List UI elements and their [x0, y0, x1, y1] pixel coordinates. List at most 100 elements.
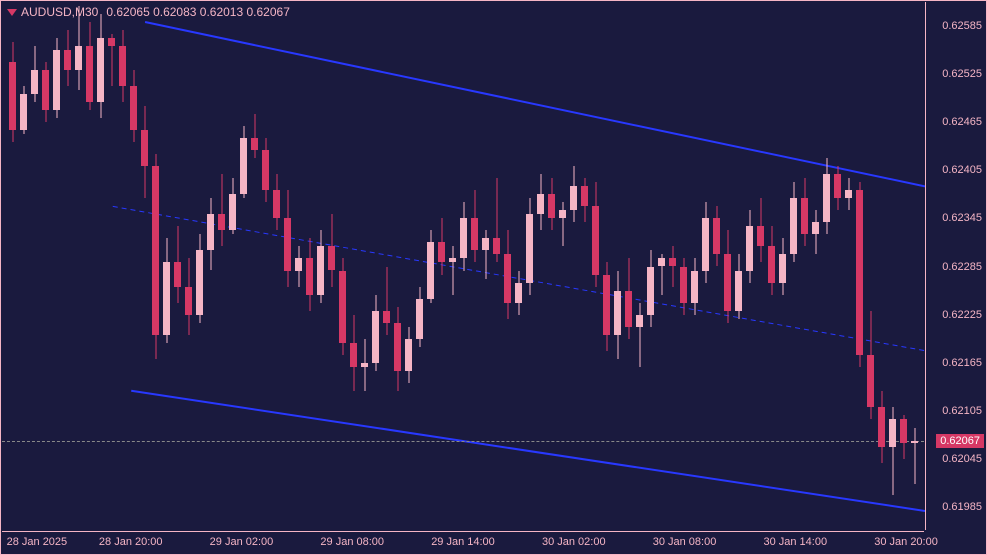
y-tick-label: 0.62525	[942, 68, 982, 80]
x-tick-label: 30 Jan 14:00	[763, 536, 827, 548]
candle	[350, 2, 357, 531]
candle	[757, 2, 764, 531]
candle	[823, 2, 830, 531]
y-tick-label: 0.62345	[942, 212, 982, 224]
candle	[867, 2, 874, 531]
x-tick-label: 30 Jan 02:00	[542, 536, 606, 548]
candle	[152, 2, 159, 531]
candle	[53, 2, 60, 531]
candle	[812, 2, 819, 531]
candle	[9, 2, 16, 531]
candle	[834, 2, 841, 531]
candle	[97, 2, 104, 531]
candle	[537, 2, 544, 531]
candle	[64, 2, 71, 531]
candle	[625, 2, 632, 531]
candle	[163, 2, 170, 531]
chart-container: AUDUSD,M30 0.62065 0.62083 0.62013 0.620…	[0, 0, 987, 555]
x-tick-label: 29 Jan 14:00	[431, 536, 495, 548]
x-tick-label: 30 Jan 08:00	[653, 536, 717, 548]
candle	[636, 2, 643, 531]
candle	[42, 2, 49, 531]
candle	[405, 2, 412, 531]
candle	[339, 2, 346, 531]
candle	[372, 2, 379, 531]
dropdown-icon[interactable]	[7, 9, 17, 16]
candle	[471, 2, 478, 531]
candle	[790, 2, 797, 531]
x-tick-label: 28 Jan 2025	[7, 536, 68, 548]
candle	[284, 2, 291, 531]
y-tick-label: 0.61985	[942, 501, 982, 513]
ohlc-label: 0.62065 0.62083 0.62013 0.62067	[106, 5, 290, 19]
candle	[108, 2, 115, 531]
candle	[295, 2, 302, 531]
candle	[306, 2, 313, 531]
candle	[570, 2, 577, 531]
y-tick-label: 0.62225	[942, 309, 982, 321]
current-price-tag: 0.62067	[936, 434, 984, 448]
candle	[856, 2, 863, 531]
candle	[889, 2, 896, 531]
candle	[273, 2, 280, 531]
candle	[559, 2, 566, 531]
candle	[526, 2, 533, 531]
candle	[614, 2, 621, 531]
candle	[482, 2, 489, 531]
candle	[229, 2, 236, 531]
candle	[361, 2, 368, 531]
y-tick-label: 0.62405	[942, 164, 982, 176]
y-tick-label: 0.62285	[942, 261, 982, 273]
candle	[779, 2, 786, 531]
candle	[548, 2, 555, 531]
candle	[416, 2, 423, 531]
y-axis: 0.62585 0.62525 0.62465 0.62405 0.62345 0.622…	[925, 2, 986, 530]
candle	[658, 2, 665, 531]
candle	[768, 2, 775, 531]
candle	[900, 2, 907, 531]
candle	[702, 2, 709, 531]
candle	[878, 2, 885, 531]
candle	[669, 2, 676, 531]
candle	[251, 2, 258, 531]
candle	[735, 2, 742, 531]
y-tick-label: 0.62585	[942, 20, 982, 32]
candle	[86, 2, 93, 531]
candle	[119, 2, 126, 531]
candle	[262, 2, 269, 531]
candle	[218, 2, 225, 531]
candle	[911, 2, 918, 531]
candle	[460, 2, 467, 531]
candle	[691, 2, 698, 531]
y-tick-label: 0.62465	[942, 116, 982, 128]
candle	[603, 2, 610, 531]
candle	[207, 2, 214, 531]
candle	[328, 2, 335, 531]
x-tick-label: 30 Jan 20:00	[874, 536, 938, 548]
candle	[724, 2, 731, 531]
chart-header: AUDUSD,M30 0.62065 0.62083 0.62013 0.620…	[7, 5, 290, 19]
candle	[515, 2, 522, 531]
candle	[504, 2, 511, 531]
y-tick-label: 0.62105	[942, 405, 982, 417]
candle	[746, 2, 753, 531]
candle	[31, 2, 38, 531]
candle	[174, 2, 181, 531]
candle	[427, 2, 434, 531]
candle	[493, 2, 500, 531]
candle	[185, 2, 192, 531]
y-tick-label: 0.62045	[942, 453, 982, 465]
candle	[647, 2, 654, 531]
candle	[317, 2, 324, 531]
candle	[383, 2, 390, 531]
candle	[438, 2, 445, 531]
x-tick-label: 29 Jan 02:00	[210, 536, 274, 548]
candle	[196, 2, 203, 531]
candle	[713, 2, 720, 531]
candle	[801, 2, 808, 531]
chart-plot-area[interactable]	[2, 2, 924, 530]
candle	[592, 2, 599, 531]
candle	[20, 2, 27, 531]
candle	[845, 2, 852, 531]
candle	[130, 2, 137, 531]
